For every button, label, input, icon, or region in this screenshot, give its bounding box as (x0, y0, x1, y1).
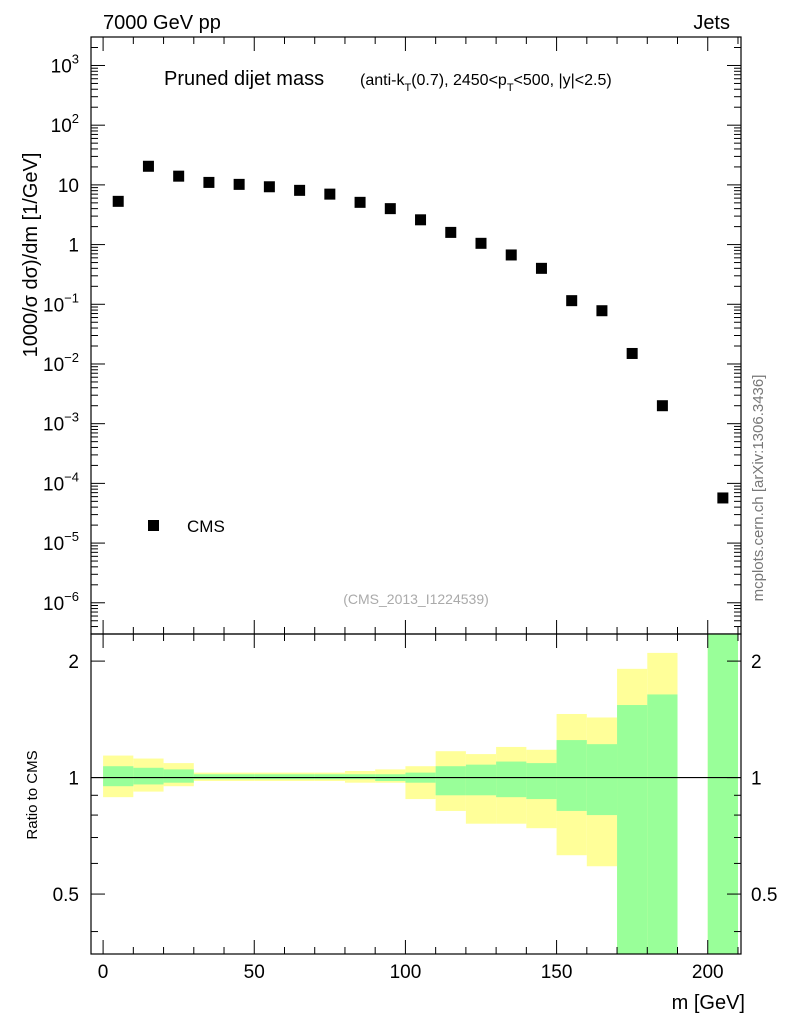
main-y-tick-label: 10−4 (43, 469, 79, 495)
main-y-tick-label: 10−3 (43, 410, 79, 436)
main-y-tick-label: 10−2 (43, 350, 79, 376)
source-label: mcplots.cern.ch [arXiv:1306.3436] (750, 375, 767, 602)
ratio-x-ticks (102, 634, 739, 954)
green-band-bin (103, 766, 134, 787)
data-point (626, 347, 638, 359)
ratio-y-axis-label: Ratio to CMS (24, 750, 41, 839)
data-point (233, 178, 245, 190)
ratio-frame (90, 633, 742, 955)
data-point (717, 492, 729, 504)
legend-label: CMS (187, 517, 225, 536)
green-band-bin (526, 763, 557, 800)
x-tick-label: 150 (541, 962, 573, 983)
header-right: Jets (693, 12, 730, 34)
x-tick-label: 0 (98, 962, 109, 983)
ratio-y-ticks (91, 660, 741, 933)
ratio-y-tick-label-right: 1 (751, 769, 762, 790)
data-point (566, 295, 578, 307)
green-band-bin (314, 774, 345, 780)
data-point (596, 305, 608, 317)
plot-title: Pruned dijet mass (164, 68, 324, 90)
ratio-y-tick-labels: 0.5 0.5 1 1 2 2 (53, 652, 778, 906)
green-band-bin (224, 774, 255, 780)
main-y-tick-label: 103 (51, 51, 79, 77)
main-y-tick-label: 10−1 (43, 290, 79, 316)
main-y-tick-label: 102 (51, 111, 79, 137)
ratio-y-tick-label-right: 2 (751, 652, 762, 673)
green-band-bin (586, 744, 618, 816)
header-left: 7000 GeV pp (103, 12, 221, 34)
data-point (505, 249, 517, 261)
data-point (535, 262, 547, 274)
ratio-y-tick-label-left: 0.5 (53, 885, 79, 906)
data-point (203, 176, 215, 188)
data-points (112, 160, 729, 504)
green-band-bin (647, 694, 678, 954)
green-band-bin (707, 634, 738, 954)
green-band-bin (254, 774, 285, 780)
main-y-tick-label: 1 (68, 236, 79, 257)
data-point (173, 170, 185, 182)
main-x-ticks (102, 37, 739, 634)
data-point (384, 203, 396, 215)
ratio-green-band (103, 634, 738, 954)
main-y-tick-label: 10 (58, 176, 79, 197)
data-point (445, 226, 457, 238)
x-tick-label: 100 (390, 962, 422, 983)
green-band-bin (344, 774, 376, 780)
x-tick-labels: 0 50 100 150 200 (98, 962, 724, 983)
data-point (324, 188, 336, 200)
green-band-bin (163, 769, 194, 783)
ratio-y-tick-label-right: 0.5 (751, 885, 777, 906)
main-y-axis-label: 1000/σ dσ)/dm [1/GeV] (20, 153, 42, 358)
legend-marker (148, 520, 159, 531)
plot-subtitle: (anti-kT(0.7), 2450<pT<500, |y|<2.5) (360, 72, 612, 94)
green-band-bin (284, 774, 315, 780)
data-point (415, 214, 427, 226)
analysis-id: (CMS_2013_I1224539) (343, 591, 489, 607)
main-y-tick-label: 10−5 (43, 529, 79, 555)
data-point (142, 160, 154, 172)
data-point (354, 196, 366, 208)
ratio-y-tick-label-left: 1 (68, 769, 79, 790)
green-band-bin (465, 764, 497, 796)
green-band-bin (496, 761, 527, 798)
ratio-y-tick-label-left: 2 (68, 652, 79, 673)
data-point (294, 184, 306, 196)
green-band-bin (133, 767, 164, 785)
main-y-ticks (91, 36, 741, 635)
main-frame (90, 36, 742, 635)
ratio-panel: 0.5 0.5 1 1 2 2 0 50 100 150 200 Ratio to CMS m [… (24, 633, 778, 1014)
green-band-bin (193, 774, 225, 780)
x-axis-label: m [GeV] (672, 992, 745, 1014)
data-point (475, 237, 487, 249)
green-band-bin (435, 766, 466, 796)
data-point (112, 195, 124, 207)
green-band-bin (556, 740, 587, 811)
main-y-tick-label: 10−6 (43, 589, 79, 615)
x-tick-label: 200 (692, 962, 724, 983)
green-band-bin (617, 705, 648, 954)
x-tick-label: 50 (244, 962, 265, 983)
data-point (656, 400, 668, 412)
data-point (263, 181, 275, 193)
